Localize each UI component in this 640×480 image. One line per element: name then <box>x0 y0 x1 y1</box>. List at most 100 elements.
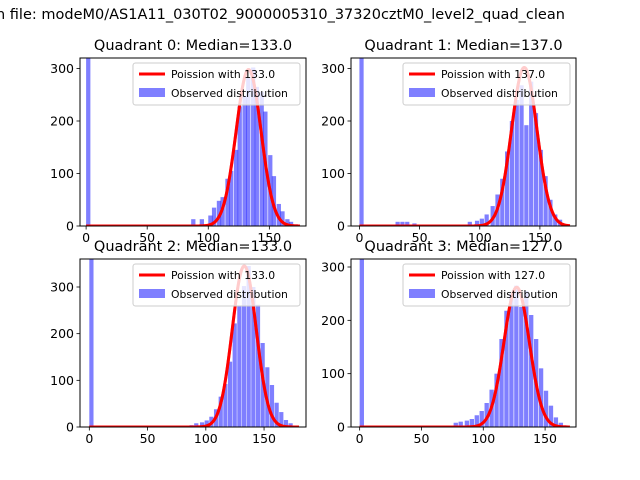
histogram-bar <box>223 384 228 427</box>
x-tick-label: 0 <box>355 230 363 245</box>
histogram-bar <box>216 200 222 226</box>
y-tick-label: 300 <box>50 61 74 76</box>
histogram-bar <box>464 420 470 427</box>
x-tick-label: 0 <box>82 230 90 245</box>
histogram-bar <box>241 286 247 427</box>
axes-frame <box>79 57 307 227</box>
histogram-bar <box>86 58 91 226</box>
histogram-bar <box>479 218 484 226</box>
histogram-bar <box>533 113 539 226</box>
x-tick-label: 150 <box>252 431 276 446</box>
histogram-bar <box>288 221 294 226</box>
y-tick-label: 0 <box>66 420 74 435</box>
histogram-bar <box>246 266 251 427</box>
subplot-3: 0 50 100 150 0 100 200 300 Quadrant 3: Median=12… <box>321 239 577 446</box>
histogram-bar <box>274 402 279 427</box>
subplot-title: Quadrant 3: Median=127.0 <box>364 239 562 255</box>
x-tick-label: 100 <box>196 230 220 245</box>
legend-hist-label: Observed distribution <box>171 288 288 301</box>
histogram-bar <box>259 92 264 226</box>
x-tick-label: 150 <box>528 230 552 245</box>
y-tick-label: 100 <box>50 373 74 388</box>
histogram-bar <box>218 396 223 427</box>
histogram-bar <box>359 58 364 226</box>
x-tick-label: 0 <box>356 431 364 446</box>
histogram-bar <box>538 368 544 427</box>
x-tick-label: 150 <box>257 230 281 245</box>
histogram-bar <box>233 149 239 226</box>
legend-box <box>132 263 301 307</box>
histogram-bar <box>359 259 364 427</box>
subplot-2: 0 50 100 150 0 100 200 300 Quadrant 2: Median=13… <box>50 239 307 446</box>
y-tick-label: 300 <box>321 260 345 275</box>
y-tick-label: 0 <box>337 219 345 234</box>
histogram-bar <box>524 291 529 427</box>
histogram-bar <box>484 214 489 226</box>
histogram-bar <box>499 339 504 427</box>
legend-fit-label: Poission with 127.0 <box>441 269 545 282</box>
histogram-bar <box>474 220 480 226</box>
histogram-bar <box>529 315 534 427</box>
y-tick-label: 100 <box>321 366 345 381</box>
histogram-bar <box>458 421 463 427</box>
legend-fit-label: Poission with 133.0 <box>171 68 275 81</box>
histogram-bar <box>246 77 251 226</box>
subplot-1: 0 50 100 150 0 100 200 300 Quadrant 1: Median=13… <box>321 38 577 245</box>
legend-hist-label: Observed distribution <box>171 87 288 100</box>
subplot-0: 0 50 100 150 0 100 200 300 Quadrant 0: Median=13… <box>50 38 307 245</box>
histogram-bar <box>500 178 505 226</box>
histogram-bar <box>548 405 554 427</box>
histogram-bar <box>505 151 510 226</box>
histogram-bar <box>529 81 534 226</box>
plot-area <box>358 58 571 226</box>
histogram-bar <box>519 307 524 427</box>
y-tick-label: 200 <box>321 313 345 328</box>
fit-curve-glow <box>358 285 571 427</box>
y-tick-label: 200 <box>321 114 345 129</box>
histogram-bar <box>405 221 410 226</box>
y-tick-label: 200 <box>50 326 74 341</box>
histogram-bar <box>453 422 458 427</box>
x-tick-label: 150 <box>533 431 557 446</box>
y-tick-label: 300 <box>50 280 74 295</box>
figure-suptitle-text: n file: modeM0/AS1A11_030T02_9000005310_… <box>0 7 565 23</box>
histogram-bar <box>237 106 242 226</box>
histogram-bar <box>504 310 509 427</box>
histogram-bar <box>255 304 261 427</box>
histogram-bar <box>514 285 519 427</box>
fit-curve <box>358 65 571 226</box>
histogram-bar <box>229 170 234 226</box>
x-tick-label: 50 <box>412 230 428 245</box>
x-tick-label: 100 <box>471 431 495 446</box>
histogram-bar <box>558 422 564 427</box>
x-tick-label: 100 <box>194 431 218 446</box>
histogram-bar <box>548 199 553 226</box>
histogram-bar <box>538 149 543 226</box>
y-tick-label: 0 <box>66 219 74 234</box>
histogram-bar <box>467 221 472 226</box>
subplot-title: Quadrant 1: Median=137.0 <box>364 38 562 54</box>
histogram-bar <box>199 422 205 427</box>
histogram-bar <box>89 259 94 427</box>
histogram-bar <box>509 121 515 226</box>
axes-frame <box>350 57 577 227</box>
y-tick-label: 300 <box>321 61 345 76</box>
legend-hist-swatch <box>139 88 165 97</box>
legend-hist-label: Observed distribution <box>441 87 558 100</box>
histogram-bar <box>232 323 237 427</box>
legend-hist-swatch <box>409 88 435 97</box>
histogram-bar <box>191 219 196 226</box>
histogram-bar <box>242 95 247 226</box>
histogram-bar <box>469 419 475 427</box>
histogram-bar <box>514 100 519 226</box>
histogram-bar <box>474 415 479 427</box>
legend-fit-label: Poission with 133.0 <box>171 269 275 282</box>
histogram-bar <box>524 125 529 226</box>
histogram-bar <box>251 67 256 226</box>
histogram-bar <box>194 423 199 427</box>
x-tick-label: 100 <box>468 230 492 245</box>
histogram-bar <box>285 219 290 226</box>
histogram-bar <box>199 219 204 226</box>
histogram-bar <box>225 178 230 226</box>
